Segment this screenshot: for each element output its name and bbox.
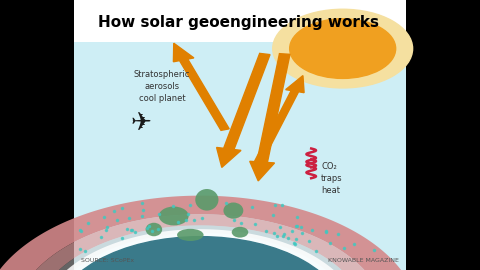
- Polygon shape: [36, 225, 364, 270]
- Ellipse shape: [145, 223, 162, 236]
- Text: SOURCE: SCoPEx: SOURCE: SCoPEx: [81, 258, 134, 263]
- Polygon shape: [16, 214, 384, 270]
- FancyArrow shape: [173, 43, 229, 130]
- Circle shape: [273, 9, 413, 88]
- Text: ✈: ✈: [130, 111, 151, 135]
- FancyArrow shape: [254, 76, 304, 163]
- Circle shape: [289, 19, 396, 78]
- Text: KNOWABLE MAGAZINE: KNOWABLE MAGAZINE: [328, 258, 399, 263]
- FancyArrow shape: [216, 53, 270, 167]
- Ellipse shape: [195, 189, 218, 211]
- Text: CO₂
traps
heat: CO₂ traps heat: [321, 162, 343, 195]
- Circle shape: [55, 237, 346, 270]
- Ellipse shape: [177, 229, 204, 241]
- Text: How solar geoengineering works: How solar geoengineering works: [97, 15, 379, 31]
- Polygon shape: [0, 196, 417, 270]
- Polygon shape: [44, 229, 357, 270]
- Ellipse shape: [223, 202, 243, 219]
- Text: Stratospheric
aerosols
cool planet: Stratospheric aerosols cool planet: [134, 70, 191, 103]
- Bar: [74, 0, 406, 270]
- Ellipse shape: [159, 207, 189, 225]
- FancyArrow shape: [250, 54, 290, 181]
- Ellipse shape: [232, 227, 248, 238]
- Bar: [74, 0, 406, 42]
